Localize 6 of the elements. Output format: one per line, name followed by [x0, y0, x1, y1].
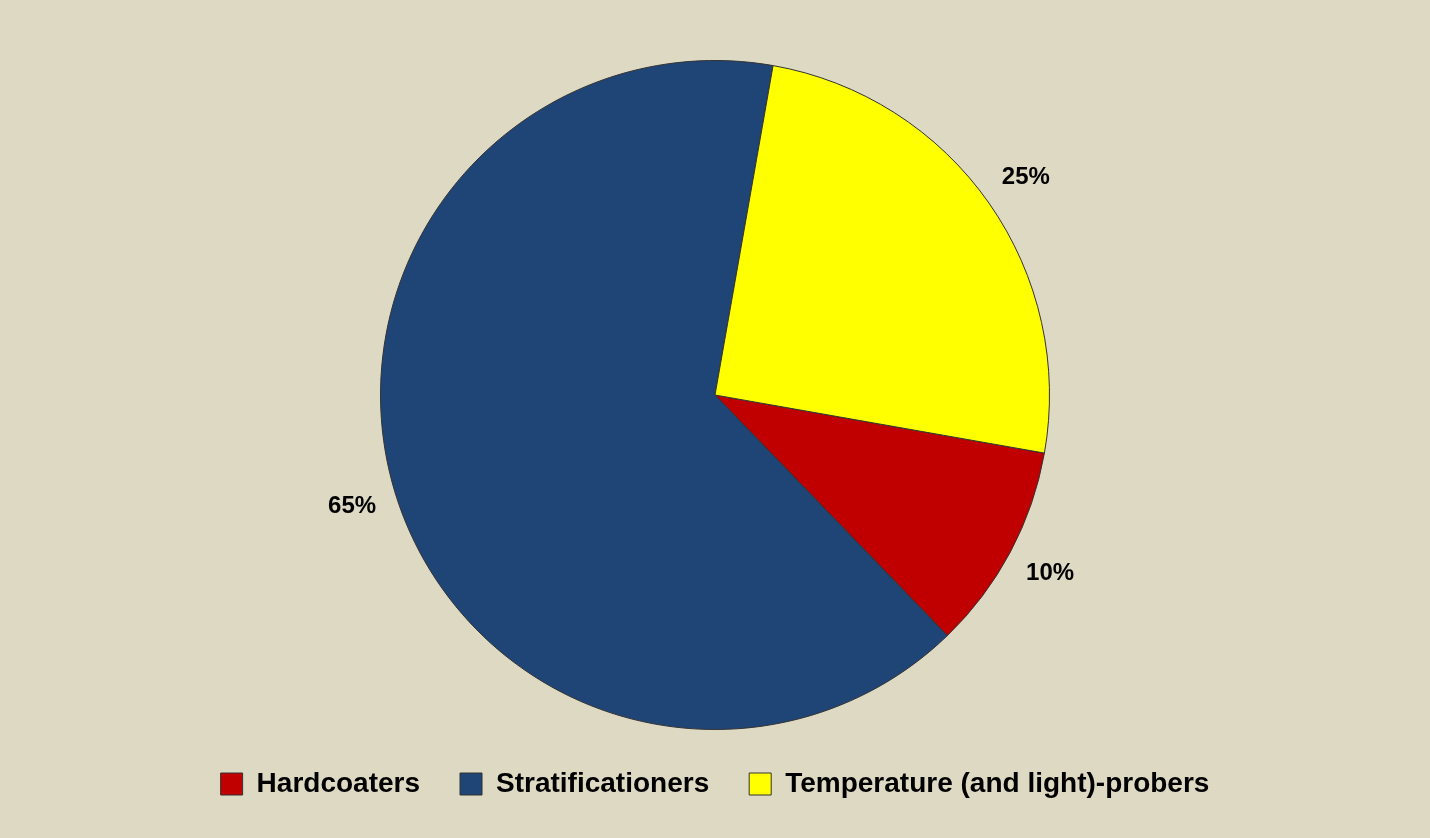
data-label: 65% — [328, 490, 377, 518]
data-label: 25% — [1001, 161, 1050, 189]
legend-label: Hardcoaters — [256, 766, 421, 798]
legend-label: Stratificationers — [496, 766, 710, 798]
legend-label: Temperature (and light)-probers — [785, 766, 1210, 798]
data-label: 10% — [1026, 557, 1075, 585]
